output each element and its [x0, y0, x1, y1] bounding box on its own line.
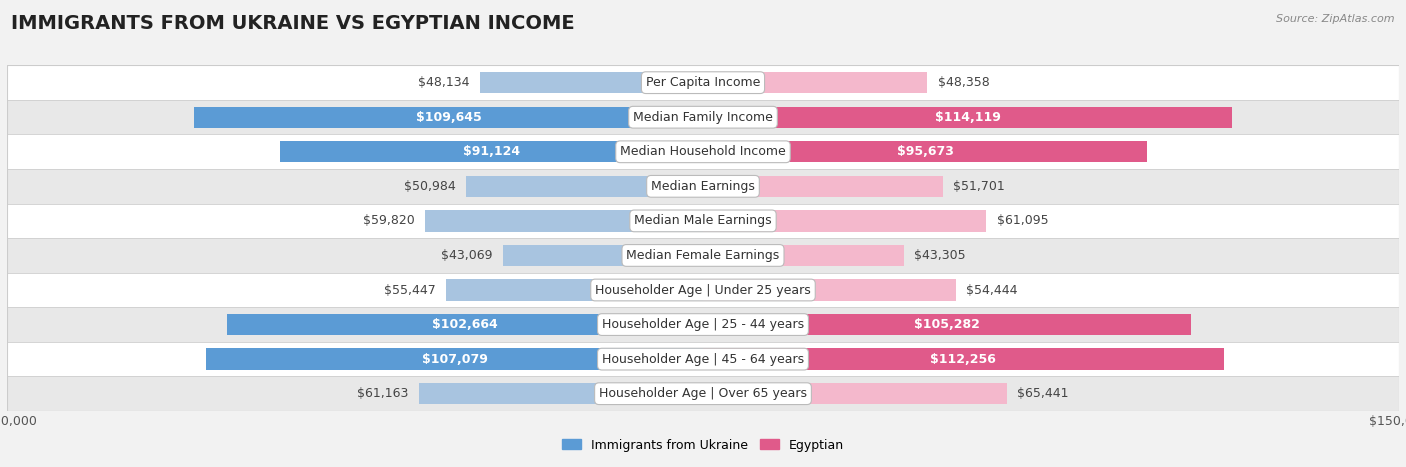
Text: $51,701: $51,701 — [953, 180, 1005, 193]
Text: Median Earnings: Median Earnings — [651, 180, 755, 193]
Bar — [479, 72, 703, 93]
Bar — [703, 210, 987, 232]
Text: $59,820: $59,820 — [363, 214, 415, 227]
Text: $61,095: $61,095 — [997, 214, 1049, 227]
Bar — [703, 279, 956, 301]
Bar — [7, 65, 1399, 411]
Text: $43,069: $43,069 — [441, 249, 492, 262]
Text: Median Male Earnings: Median Male Earnings — [634, 214, 772, 227]
Bar — [194, 106, 703, 128]
Bar — [703, 176, 943, 197]
Text: $65,441: $65,441 — [1017, 387, 1069, 400]
Bar — [703, 141, 1147, 163]
Text: Median Female Earnings: Median Female Earnings — [627, 249, 779, 262]
Text: Householder Age | 45 - 64 years: Householder Age | 45 - 64 years — [602, 353, 804, 366]
Bar — [703, 106, 1233, 128]
Bar — [703, 348, 1223, 370]
Text: $109,645: $109,645 — [416, 111, 481, 124]
Bar — [7, 134, 1399, 169]
Bar — [703, 245, 904, 266]
Bar — [7, 169, 1399, 204]
Text: $107,079: $107,079 — [422, 353, 488, 366]
Bar — [467, 176, 703, 197]
Text: $61,163: $61,163 — [357, 387, 409, 400]
Text: $54,444: $54,444 — [966, 283, 1018, 297]
Bar — [280, 141, 703, 163]
Text: $95,673: $95,673 — [897, 145, 953, 158]
Bar — [703, 72, 928, 93]
Bar — [419, 383, 703, 404]
Text: $114,119: $114,119 — [935, 111, 1001, 124]
Bar — [446, 279, 703, 301]
Bar — [7, 204, 1399, 238]
Bar — [7, 376, 1399, 411]
Text: Per Capita Income: Per Capita Income — [645, 76, 761, 89]
Text: Median Household Income: Median Household Income — [620, 145, 786, 158]
Bar — [703, 314, 1191, 335]
Text: $43,305: $43,305 — [914, 249, 966, 262]
Bar — [503, 245, 703, 266]
Bar — [7, 273, 1399, 307]
Bar — [7, 65, 1399, 100]
Bar — [207, 348, 703, 370]
Text: Householder Age | Under 25 years: Householder Age | Under 25 years — [595, 283, 811, 297]
Text: $55,447: $55,447 — [384, 283, 436, 297]
Legend: Immigrants from Ukraine, Egyptian: Immigrants from Ukraine, Egyptian — [557, 433, 849, 457]
Text: $102,664: $102,664 — [432, 318, 498, 331]
Text: Median Family Income: Median Family Income — [633, 111, 773, 124]
Text: Source: ZipAtlas.com: Source: ZipAtlas.com — [1277, 14, 1395, 24]
Text: Householder Age | Over 65 years: Householder Age | Over 65 years — [599, 387, 807, 400]
Text: $105,282: $105,282 — [914, 318, 980, 331]
Bar — [226, 314, 703, 335]
Text: Householder Age | 25 - 44 years: Householder Age | 25 - 44 years — [602, 318, 804, 331]
Bar — [7, 238, 1399, 273]
Text: IMMIGRANTS FROM UKRAINE VS EGYPTIAN INCOME: IMMIGRANTS FROM UKRAINE VS EGYPTIAN INCO… — [11, 14, 575, 33]
Text: $91,124: $91,124 — [463, 145, 520, 158]
Bar — [7, 307, 1399, 342]
Bar — [7, 100, 1399, 134]
Text: $48,358: $48,358 — [938, 76, 990, 89]
Text: $112,256: $112,256 — [931, 353, 997, 366]
Bar — [426, 210, 703, 232]
Bar — [703, 383, 1007, 404]
Bar — [7, 342, 1399, 376]
Text: $50,984: $50,984 — [405, 180, 456, 193]
Text: $48,134: $48,134 — [418, 76, 470, 89]
